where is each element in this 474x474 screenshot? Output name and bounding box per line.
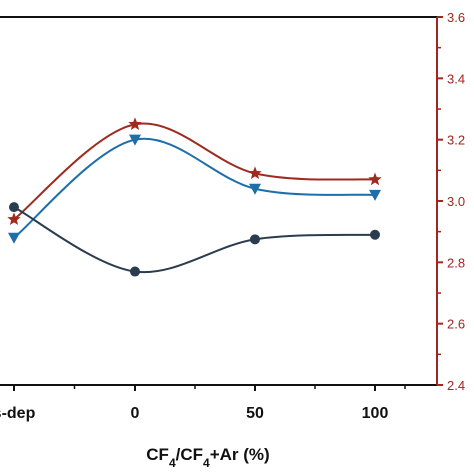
data-point-circle <box>9 202 19 213</box>
series-triangle-down <box>8 134 381 244</box>
series-layer <box>7 117 382 277</box>
right-y-tick-label: 2.8 <box>447 255 465 270</box>
x-tick-label: s-dep <box>0 405 36 422</box>
data-point-circle <box>130 266 140 277</box>
data-point-star <box>248 166 262 180</box>
right-y-tick-label: 3.4 <box>447 71 465 86</box>
data-point-triangle <box>369 189 381 201</box>
right-y-tick-label: 3.2 <box>447 133 465 148</box>
x-axis: s-dep 0 50 100 <box>0 385 406 422</box>
series-line <box>13 206 376 274</box>
x-axis-title-part: /CF <box>176 445 203 464</box>
data-point-circle <box>250 234 260 245</box>
x-axis-title-sub: 4 <box>169 456 176 470</box>
right-y-tick-label: 3.0 <box>447 194 465 209</box>
x-tick-label: 0 <box>131 405 140 422</box>
plot-frame <box>0 16 437 386</box>
right-y-tick-label: 2.6 <box>447 317 465 332</box>
data-point-star <box>128 117 142 130</box>
right-y-tick-label: 3.6 <box>447 10 465 25</box>
data-point-triangle <box>249 183 261 195</box>
series-line <box>13 122 376 221</box>
right-y-axis: 2.4 2.6 2.8 3.0 3.2 3.4 3.6 <box>436 10 465 393</box>
data-point-star <box>368 172 382 186</box>
x-tick-label: 50 <box>246 405 264 422</box>
x-tick-label: 100 <box>362 405 389 422</box>
data-point-triangle <box>8 232 20 244</box>
series-line <box>13 137 376 239</box>
x-axis-title-part: +Ar (%) <box>210 445 270 464</box>
data-point-circle <box>370 229 380 240</box>
data-point-star <box>7 212 21 226</box>
x-axis-title: CF4/CF4+Ar (%) <box>146 445 269 470</box>
series-circle <box>9 202 380 277</box>
x-axis-title-sub: 4 <box>203 456 210 470</box>
right-y-tick-label: 2.4 <box>447 378 465 393</box>
x-axis-title-part: CF <box>146 445 169 464</box>
series-star <box>7 117 382 226</box>
data-point-triangle <box>129 134 141 146</box>
